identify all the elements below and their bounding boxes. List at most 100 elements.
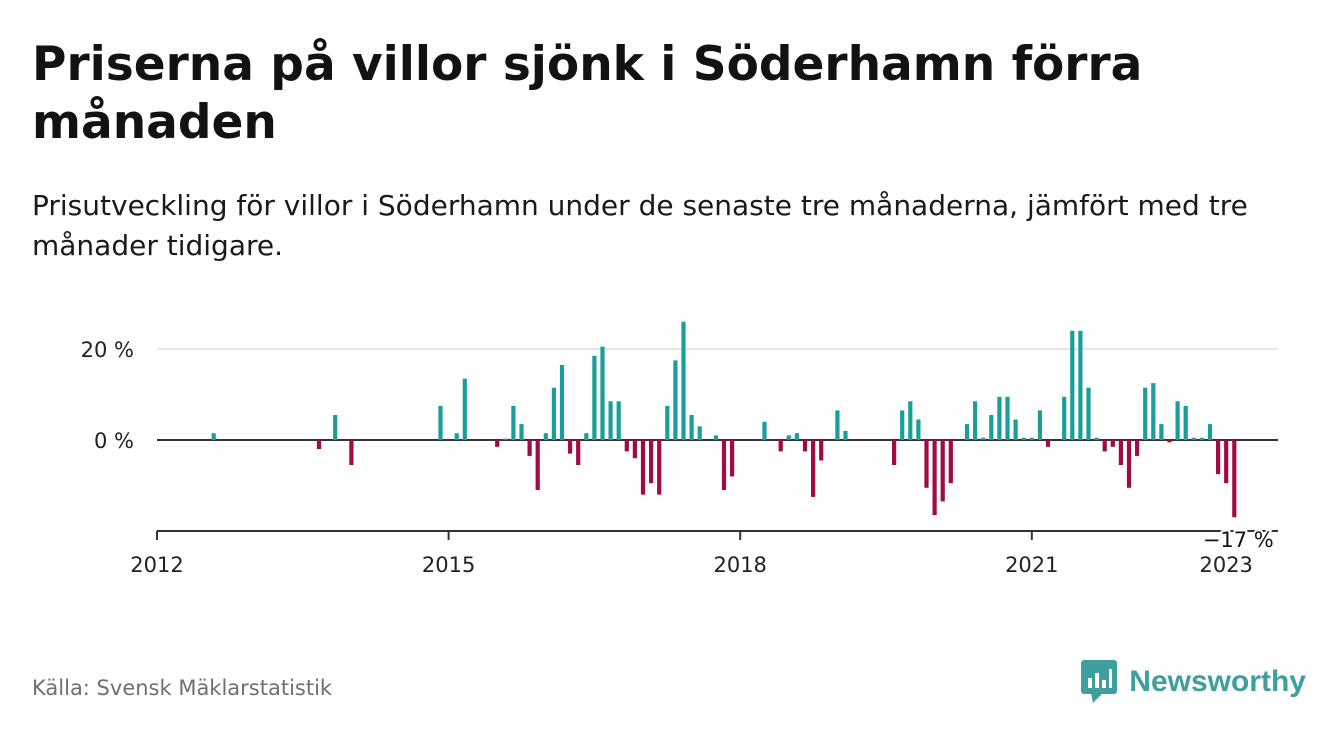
bar [211, 433, 216, 440]
newsworthy-logo-icon [1081, 660, 1118, 703]
bar [1232, 440, 1237, 518]
bar [762, 421, 767, 440]
bar [900, 410, 905, 440]
bar [632, 440, 637, 459]
bar [1126, 440, 1132, 488]
grid-layer: 0 % 20 % [81, 338, 1278, 453]
bar [916, 419, 921, 440]
bar [1094, 437, 1099, 440]
bar [1216, 440, 1221, 475]
newsworthy-logo[interactable]: Newsworthy [1081, 660, 1306, 704]
bar [665, 405, 670, 440]
x-tick-label: 2021 [1005, 553, 1058, 577]
bar [454, 433, 459, 440]
bar [1045, 440, 1051, 447]
bar [811, 440, 816, 497]
y-tick-label: 0 % [94, 429, 134, 453]
bar [908, 401, 913, 440]
bar [1021, 437, 1026, 440]
bar [584, 433, 589, 440]
bar [640, 440, 646, 495]
bar [981, 437, 986, 440]
bar [543, 433, 548, 440]
y-tick-label: 20 % [81, 338, 134, 362]
bar [802, 440, 808, 452]
bar [519, 424, 524, 440]
bar [1143, 387, 1148, 440]
bar [973, 401, 978, 440]
bar [794, 433, 799, 440]
chart-subtitle: Prisutveckling för villor i Söderhamn un… [32, 189, 1248, 262]
bar [1005, 396, 1010, 440]
bar [948, 440, 953, 484]
bar [1224, 440, 1229, 484]
bar [1086, 387, 1091, 440]
bar [819, 440, 824, 461]
last-value-label: −17 % [1203, 528, 1274, 552]
x-tick-label: 2023 [1199, 553, 1252, 577]
bar [786, 435, 791, 440]
bar [721, 440, 727, 490]
bar [964, 424, 970, 440]
bar [673, 360, 678, 440]
bar [551, 387, 556, 440]
bar [503, 438, 508, 440]
bar [835, 410, 840, 440]
bar [1078, 330, 1083, 440]
bar [997, 396, 1002, 440]
bar [592, 355, 597, 440]
bar [1167, 440, 1172, 443]
bar [438, 405, 443, 440]
bar [462, 378, 467, 440]
bar [1191, 437, 1196, 440]
bar [559, 364, 565, 440]
bar [1175, 401, 1180, 440]
bar [681, 321, 686, 440]
bar [1135, 440, 1140, 456]
bar [1013, 419, 1018, 440]
bar [1029, 437, 1034, 440]
bar [649, 440, 654, 484]
bar [1102, 440, 1107, 452]
brand-name: Newsworthy [1129, 665, 1306, 698]
bar [1183, 405, 1188, 440]
bar [600, 346, 605, 440]
bar [1199, 437, 1204, 440]
bar [989, 415, 994, 440]
bar [843, 430, 848, 440]
bar [624, 440, 629, 452]
bar [1118, 440, 1123, 465]
x-tick-label: 2018 [713, 553, 766, 577]
bars-layer [211, 321, 1237, 518]
bar [1207, 424, 1213, 440]
bar [778, 440, 783, 452]
bar [608, 401, 613, 440]
source-note: Källa: Svensk Mäklarstatistik [32, 676, 333, 700]
bar [1037, 410, 1042, 440]
bar [657, 440, 662, 495]
axis-layer: 2012 2015 2018 2021 2023−17 % [130, 526, 1278, 577]
bar [527, 440, 532, 456]
bar [349, 440, 354, 465]
bar-chart: 0 % 20 % 2012 2015 2018 2021 2023−17 % [81, 321, 1278, 577]
bar [713, 435, 718, 440]
x-tick-label: 2015 [422, 553, 475, 577]
bar [333, 415, 338, 440]
bar [316, 440, 322, 450]
bar [932, 440, 937, 516]
bar [940, 440, 945, 502]
bar [576, 440, 581, 465]
bar [535, 440, 540, 490]
bar [689, 415, 694, 440]
bar [730, 440, 735, 477]
bar [1151, 383, 1156, 440]
bar [616, 401, 621, 440]
bar [568, 440, 573, 454]
bar [892, 440, 897, 465]
bar [924, 440, 929, 488]
bar [1159, 424, 1164, 440]
bar [495, 440, 500, 447]
bar [1062, 396, 1067, 440]
bar [1110, 440, 1115, 447]
bar [1070, 330, 1075, 440]
